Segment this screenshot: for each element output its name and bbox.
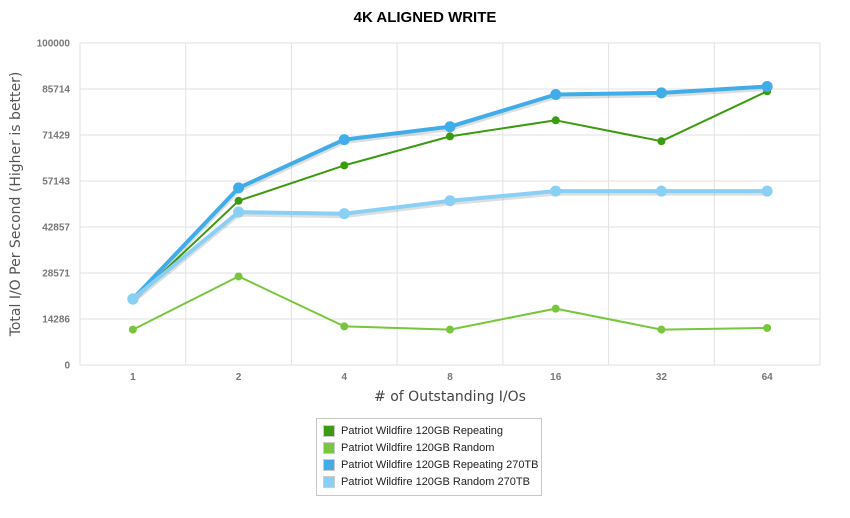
y-tick-label: 14286 <box>42 314 70 325</box>
legend-item: Patriot Wildfire 120GB Random 270TB <box>323 473 541 490</box>
data-point <box>657 137 666 146</box>
data-point <box>127 293 139 305</box>
x-tick-label: 16 <box>550 372 562 383</box>
x-tick-label: 4 <box>342 372 348 383</box>
y-tick-label: 42857 <box>42 223 70 234</box>
legend-item: Patriot Wildfire 120GB Repeating <box>323 422 541 439</box>
x-tick-label: 32 <box>656 372 668 383</box>
data-point <box>761 80 773 92</box>
legend-label: Patriot Wildfire 120GB Random <box>341 441 495 454</box>
series-line-shadow <box>130 190 770 304</box>
legend-item: Patriot Wildfire 120GB Random <box>323 439 541 456</box>
x-tick-label: 8 <box>447 372 453 383</box>
y-tick-label: 71429 <box>42 130 70 141</box>
legend-item: Patriot Wildfire 120GB Repeating 270TB <box>323 456 541 473</box>
legend-swatch <box>323 424 335 437</box>
data-point <box>340 161 349 170</box>
x-tick-label: 64 <box>762 372 774 383</box>
data-point <box>128 325 137 334</box>
data-point <box>446 132 454 141</box>
data-point <box>551 116 560 125</box>
legend-label: Patriot Wildfire 120GB Repeating <box>341 424 504 437</box>
data-point <box>657 325 666 334</box>
legend-label: Patriot Wildfire 120GB Random 270TB <box>341 475 530 488</box>
data-point <box>233 206 245 218</box>
y-tick-label: 28571 <box>42 269 70 280</box>
data-point <box>444 195 456 207</box>
data-point <box>340 322 349 331</box>
y-tick-label: 100000 <box>37 39 71 50</box>
x-axis-label: # of Outstanding I/Os <box>374 389 526 405</box>
data-point <box>761 185 773 197</box>
y-tick-label: 85714 <box>42 85 70 96</box>
data-point <box>550 89 562 101</box>
data-point <box>338 208 350 220</box>
legend-label: Patriot Wildfire 120GB Repeating 270TB <box>341 458 539 471</box>
x-tick-label: 1 <box>130 372 136 383</box>
data-point <box>233 182 245 194</box>
data-point <box>763 323 772 332</box>
chart-title: 4K ALIGNED WRITE <box>353 9 497 26</box>
data-point <box>338 134 350 146</box>
data-point <box>655 185 667 197</box>
data-point <box>551 304 560 313</box>
x-tick-label: 2 <box>236 372 242 383</box>
data-point <box>550 185 562 197</box>
data-point <box>446 325 454 334</box>
data-point <box>444 121 456 133</box>
data-point <box>234 196 243 205</box>
y-tick-label: 57143 <box>42 176 70 187</box>
legend-swatch <box>323 475 335 488</box>
legend-swatch <box>323 441 335 454</box>
series-line <box>131 275 769 331</box>
y-tick-label: 0 <box>64 361 70 372</box>
data-point <box>655 87 667 99</box>
data-point <box>234 272 243 281</box>
legend-swatch <box>323 458 335 471</box>
legend: Patriot Wildfire 120GB Repeating Patriot… <box>316 418 542 496</box>
